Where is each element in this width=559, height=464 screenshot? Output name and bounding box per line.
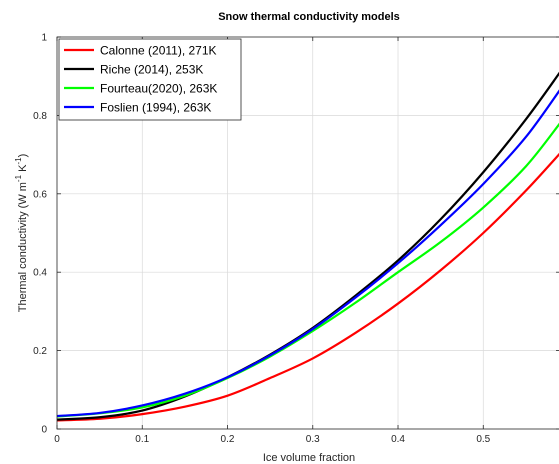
y-axis-label-mid: K bbox=[17, 164, 29, 175]
x-tick-label: 0.5 bbox=[476, 434, 490, 445]
y-ticks: 0 0.2 0.4 0.6 0.8 1 bbox=[33, 33, 559, 436]
y-axis-label-end: ) bbox=[17, 154, 29, 158]
series-layer bbox=[56, 71, 559, 422]
y-axis-label-exp1: -1 bbox=[14, 174, 23, 182]
x-ticks: 0 0.1 0.2 0.3 0.4 0.5 bbox=[54, 37, 491, 445]
series-line-4 bbox=[56, 89, 559, 418]
y-tick-label: 0.8 bbox=[33, 111, 47, 122]
series-line-1 bbox=[56, 152, 559, 422]
y-tick-label: 0.4 bbox=[33, 268, 47, 279]
legend-label: Riche (2014), 253K bbox=[100, 63, 203, 77]
x-axis-label: Ice volume fraction bbox=[263, 452, 355, 464]
x-tick-label: 0.4 bbox=[391, 434, 405, 445]
y-tick-label: 0 bbox=[41, 425, 47, 436]
y-axis-label-exp2: -1 bbox=[14, 157, 23, 165]
legend-label: Calonne (2011), 271K bbox=[100, 44, 217, 58]
legend: Calonne (2011), 271K Riche (2014), 253K Fo… bbox=[58, 38, 242, 121]
y-axis-label-main: Thermal conductivity (W m bbox=[17, 182, 29, 312]
x-tick-label: 0.2 bbox=[221, 434, 235, 445]
chart-title: Snow thermal conductivity models bbox=[218, 11, 400, 23]
x-tick-label: 0 bbox=[54, 434, 60, 445]
x-tick-label: 0.1 bbox=[135, 434, 149, 445]
series-line-3 bbox=[56, 122, 559, 418]
y-axis-label: Thermal conductivity (W m-1 K-1) bbox=[14, 154, 29, 313]
y-tick-label: 1 bbox=[41, 33, 47, 44]
y-tick-label: 0.6 bbox=[33, 189, 47, 200]
x-tick-label: 0.3 bbox=[306, 434, 320, 445]
legend-label: Foslien (1994), 263K bbox=[100, 101, 211, 115]
y-tick-label: 0.2 bbox=[33, 346, 47, 357]
plot-frame bbox=[56, 36, 559, 430]
legend-label: Fourteau(2020), 263K bbox=[100, 82, 217, 96]
legend-items: Calonne (2011), 271K Riche (2014), 253K Fo… bbox=[64, 44, 217, 115]
